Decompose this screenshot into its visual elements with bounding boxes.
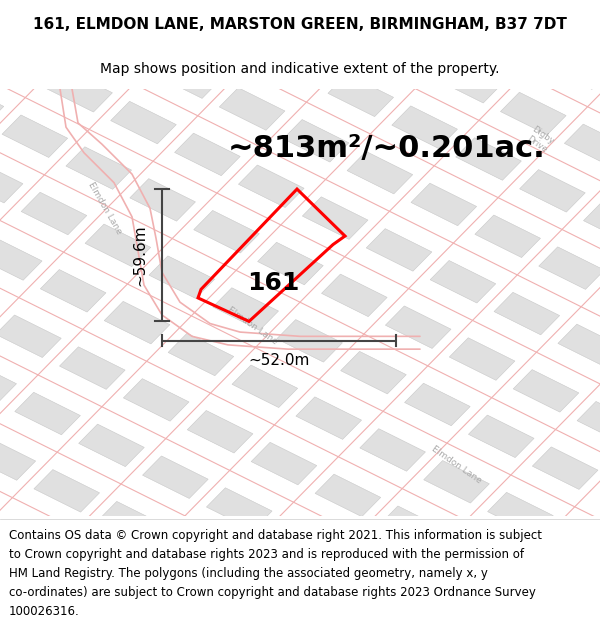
Polygon shape xyxy=(475,215,541,258)
Text: 161, ELMDON LANE, MARSTON GREEN, BIRMINGHAM, B37 7DT: 161, ELMDON LANE, MARSTON GREEN, BIRMING… xyxy=(33,18,567,32)
Polygon shape xyxy=(47,69,112,112)
Polygon shape xyxy=(0,438,35,480)
Polygon shape xyxy=(347,151,413,194)
Polygon shape xyxy=(40,269,106,312)
Polygon shape xyxy=(494,292,560,335)
Polygon shape xyxy=(0,315,61,358)
Polygon shape xyxy=(488,492,553,535)
Polygon shape xyxy=(213,288,278,330)
Text: ~52.0m: ~52.0m xyxy=(248,353,310,368)
Polygon shape xyxy=(162,533,227,576)
Text: ~813m²/~0.201ac.: ~813m²/~0.201ac. xyxy=(228,134,546,163)
Polygon shape xyxy=(0,83,4,126)
Polygon shape xyxy=(79,424,144,467)
Polygon shape xyxy=(104,301,170,344)
Polygon shape xyxy=(59,347,125,389)
Polygon shape xyxy=(187,411,253,453)
Polygon shape xyxy=(200,11,266,53)
Text: Elmdon Lane: Elmdon Lane xyxy=(86,181,124,236)
Polygon shape xyxy=(577,401,600,444)
Text: co-ordinates) are subject to Crown copyright and database rights 2023 Ordnance S: co-ordinates) are subject to Crown copyr… xyxy=(9,586,536,599)
Polygon shape xyxy=(334,551,400,594)
Polygon shape xyxy=(130,179,196,221)
Polygon shape xyxy=(373,29,438,71)
Polygon shape xyxy=(0,38,49,80)
Polygon shape xyxy=(379,506,445,549)
Polygon shape xyxy=(449,338,515,380)
Polygon shape xyxy=(302,197,368,239)
Polygon shape xyxy=(558,324,600,367)
Text: Digby
Drive: Digby Drive xyxy=(524,125,556,155)
Text: ~59.6m: ~59.6m xyxy=(132,224,147,286)
Polygon shape xyxy=(532,447,598,489)
Polygon shape xyxy=(238,165,304,208)
Text: 161: 161 xyxy=(247,271,299,295)
Text: 100026316.: 100026316. xyxy=(9,605,80,618)
Polygon shape xyxy=(0,238,42,280)
Polygon shape xyxy=(220,88,285,130)
Polygon shape xyxy=(110,101,176,144)
Polygon shape xyxy=(277,319,343,362)
Polygon shape xyxy=(437,61,502,103)
Polygon shape xyxy=(392,106,457,148)
Polygon shape xyxy=(520,169,585,212)
Polygon shape xyxy=(232,365,298,408)
Polygon shape xyxy=(565,124,600,167)
Polygon shape xyxy=(584,201,600,244)
Polygon shape xyxy=(341,351,406,394)
Polygon shape xyxy=(66,147,131,189)
Polygon shape xyxy=(257,242,323,285)
Polygon shape xyxy=(315,474,380,517)
Polygon shape xyxy=(251,442,317,485)
Text: Contains OS data © Crown copyright and database right 2021. This information is : Contains OS data © Crown copyright and d… xyxy=(9,529,542,542)
Polygon shape xyxy=(456,138,521,180)
Polygon shape xyxy=(424,461,490,503)
Text: Map shows position and indicative extent of the property.: Map shows position and indicative extent… xyxy=(100,62,500,76)
Polygon shape xyxy=(34,469,100,512)
Polygon shape xyxy=(469,415,534,458)
Polygon shape xyxy=(513,369,579,412)
Polygon shape xyxy=(85,224,151,267)
Polygon shape xyxy=(385,306,451,349)
Polygon shape xyxy=(411,183,476,226)
Polygon shape xyxy=(149,256,215,298)
Polygon shape xyxy=(98,501,163,544)
Polygon shape xyxy=(283,119,349,162)
Polygon shape xyxy=(175,133,240,176)
Polygon shape xyxy=(296,397,362,439)
Polygon shape xyxy=(124,379,189,421)
Polygon shape xyxy=(481,15,547,58)
Text: HM Land Registry. The polygons (including the associated geometry, namely x, y: HM Land Registry. The polygons (includin… xyxy=(9,567,488,580)
Polygon shape xyxy=(155,56,221,98)
Polygon shape xyxy=(264,42,329,85)
Text: to Crown copyright and database rights 2023 and is reproduced with the permissio: to Crown copyright and database rights 2… xyxy=(9,548,524,561)
Polygon shape xyxy=(366,229,432,271)
Polygon shape xyxy=(545,47,600,89)
Polygon shape xyxy=(15,392,80,435)
Polygon shape xyxy=(430,261,496,303)
Polygon shape xyxy=(143,456,208,499)
Polygon shape xyxy=(271,519,336,562)
Polygon shape xyxy=(206,488,272,530)
Polygon shape xyxy=(21,192,87,235)
Polygon shape xyxy=(0,161,23,203)
Text: Elmdon Lane: Elmdon Lane xyxy=(226,305,278,346)
Polygon shape xyxy=(328,74,394,117)
Polygon shape xyxy=(92,24,157,66)
Polygon shape xyxy=(404,383,470,426)
Polygon shape xyxy=(194,211,259,253)
Polygon shape xyxy=(2,115,68,158)
Text: Elmdon Lane: Elmdon Lane xyxy=(430,444,482,485)
Polygon shape xyxy=(500,92,566,135)
Polygon shape xyxy=(443,538,508,581)
Polygon shape xyxy=(168,333,234,376)
Polygon shape xyxy=(360,429,425,471)
Polygon shape xyxy=(539,247,600,289)
Polygon shape xyxy=(322,274,387,317)
Polygon shape xyxy=(0,361,16,403)
